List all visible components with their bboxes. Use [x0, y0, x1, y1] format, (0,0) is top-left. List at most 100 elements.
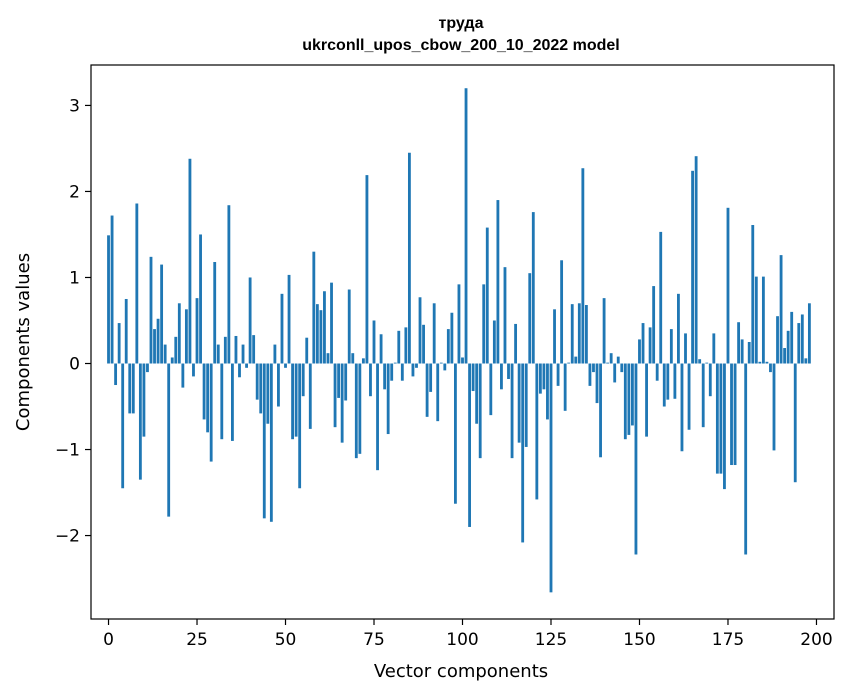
- bar-74: [369, 363, 372, 397]
- bar-58: [312, 251, 316, 364]
- bar-158: [666, 363, 670, 400]
- y-axis-ticks: −2 −1 0 1 2 3: [55, 96, 91, 547]
- bar-49: [280, 293, 284, 364]
- bar-122: [538, 363, 542, 394]
- bar-143: [613, 363, 617, 383]
- bar-79: [386, 363, 390, 435]
- bar-188: [772, 363, 776, 451]
- y-tick-label--2: −2: [55, 527, 80, 547]
- bar-198: [807, 303, 811, 364]
- y-tick-label-3: 3: [69, 96, 80, 116]
- bar-82: [397, 330, 401, 364]
- bar-3: [117, 323, 121, 364]
- bar-27: [202, 363, 206, 420]
- y-tick-label--1: −1: [55, 441, 80, 461]
- bar-100: [461, 357, 464, 364]
- x-tick-label-75: 75: [363, 630, 385, 650]
- bar-65: [337, 363, 341, 398]
- bars-group: [107, 88, 811, 593]
- bar-104: [475, 363, 479, 424]
- bar-110: [496, 200, 500, 364]
- bar-136: [588, 363, 592, 386]
- bar-162: [680, 363, 684, 452]
- bar-195: [797, 323, 801, 364]
- bar-28: [206, 363, 210, 433]
- bar-41: [252, 335, 256, 364]
- y-tick-label-1: 1: [69, 268, 80, 288]
- bar-62: [326, 353, 330, 364]
- bar-138: [595, 363, 599, 404]
- bar-177: [733, 363, 737, 466]
- bar-132: [574, 356, 578, 364]
- x-tick-label-25: 25: [186, 630, 208, 650]
- bar-181: [747, 342, 751, 364]
- bar-178: [737, 322, 741, 364]
- bar-18: [170, 357, 174, 364]
- bar-120: [531, 212, 535, 364]
- x-tick-label-100: 100: [446, 630, 478, 650]
- bar-51: [287, 274, 291, 364]
- bar-91: [429, 363, 433, 392]
- bar-68: [347, 289, 351, 364]
- bar-36: [234, 335, 238, 364]
- bar-72: [361, 358, 365, 364]
- bar-187: [769, 363, 772, 373]
- bar-116: [517, 363, 521, 443]
- bar-77: [379, 334, 383, 364]
- bar-7: [131, 363, 135, 414]
- x-axis-label: Vector components: [374, 661, 548, 682]
- bar-121: [535, 363, 539, 500]
- bar-12: [149, 256, 153, 364]
- bar-13: [153, 329, 156, 364]
- bar-168: [701, 363, 705, 428]
- bar-117: [521, 363, 525, 543]
- bar-112: [503, 267, 507, 364]
- bar-63: [330, 282, 333, 364]
- bar-157: [662, 363, 666, 407]
- bar-154: [652, 286, 656, 364]
- bar-105: [478, 363, 482, 459]
- bar-94: [439, 362, 443, 364]
- bar-119: [528, 273, 532, 364]
- x-tick-label-0: 0: [103, 630, 114, 650]
- bar-133: [577, 303, 581, 364]
- bar-19: [174, 336, 178, 364]
- x-tick-label-175: 175: [712, 630, 744, 650]
- bar-57: [308, 363, 312, 429]
- bar-191: [783, 348, 787, 364]
- bar-75: [372, 320, 376, 364]
- bar-135: [584, 305, 588, 364]
- bar-180: [744, 363, 748, 555]
- bar-85: [407, 152, 411, 364]
- bar-98: [454, 363, 457, 504]
- bar-134: [581, 168, 585, 364]
- bar-71: [358, 363, 362, 454]
- bar-20: [177, 303, 181, 364]
- bar-34: [227, 205, 231, 364]
- bar-137: [592, 363, 595, 373]
- y-tick-label-0: 0: [69, 355, 80, 375]
- bar-197: [804, 358, 808, 364]
- bar-161: [677, 293, 680, 364]
- bar-127: [556, 363, 560, 386]
- bar-126: [553, 309, 556, 364]
- bar-2: [114, 363, 118, 386]
- bar-151: [641, 323, 645, 364]
- bar-69: [351, 353, 355, 364]
- bar-183: [754, 276, 758, 364]
- bar-130: [567, 362, 571, 364]
- bar-144: [616, 356, 620, 364]
- plot-frame: [90, 64, 835, 620]
- bar-124: [546, 363, 549, 420]
- bar-125: [549, 363, 553, 593]
- chart-subtitle: ukrconll_upos_cbow_200_10_2022 model: [302, 37, 619, 54]
- chart-title: труда: [439, 15, 484, 32]
- bar-29: [209, 363, 213, 462]
- bar-184: [758, 361, 762, 364]
- bar-66: [340, 363, 344, 443]
- bar-33: [223, 336, 227, 364]
- bar-46: [269, 363, 273, 522]
- bar-61: [323, 291, 326, 364]
- bar-10: [142, 363, 146, 437]
- bar-192: [786, 330, 790, 364]
